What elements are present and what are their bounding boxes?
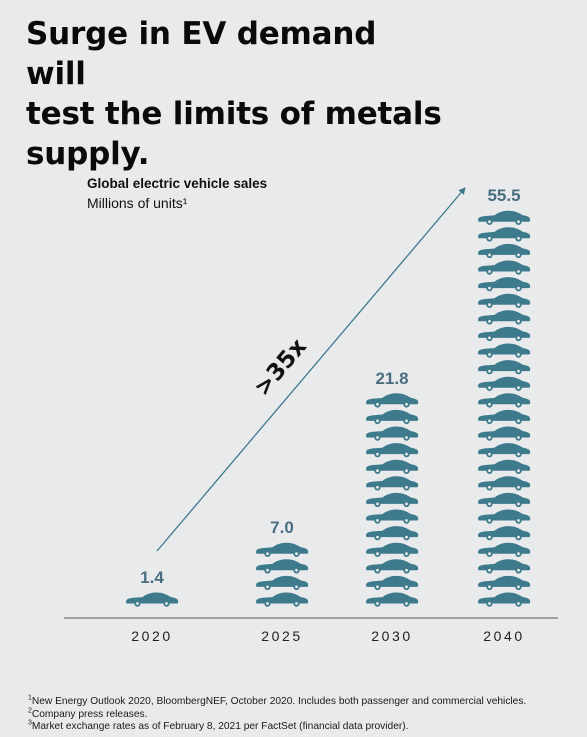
car-icon <box>366 443 419 458</box>
car-icon <box>478 459 531 474</box>
car-icon <box>478 293 531 308</box>
tick-label-2030: 2030 <box>371 628 413 644</box>
footnotes: 1New Energy Outlook 2020, BloombergNEF, … <box>28 694 527 734</box>
tick-label-2040: 2040 <box>483 628 525 644</box>
car-icon <box>478 542 531 557</box>
growth-annotation-label: >35x <box>249 334 312 401</box>
car-icon <box>366 526 419 541</box>
car-icon <box>366 592 419 607</box>
car-icon <box>256 592 309 607</box>
car-icon <box>478 260 531 275</box>
page-title-line-1: Surge in EV demand will <box>26 16 377 92</box>
car-icon <box>478 409 531 425</box>
chart-title: Global electric vehicle sales <box>87 176 268 191</box>
car-icon <box>478 443 531 458</box>
value-label-2020: 1.4 <box>140 568 164 587</box>
value-label-2025: 7.0 <box>270 518 294 537</box>
car-icon <box>478 476 531 491</box>
car-icon <box>366 393 419 408</box>
car-icon <box>478 509 531 524</box>
car-icon <box>478 376 531 391</box>
page-title-line-3: supply. <box>26 136 150 172</box>
car-icon <box>478 492 531 508</box>
page-title-line-2: test the limits of metals <box>26 96 442 132</box>
car-icon <box>256 542 309 557</box>
bar-2020 <box>126 592 179 607</box>
value-label-2040: 55.5 <box>487 186 520 205</box>
page-title: Surge in EV demand will test the limits … <box>26 14 446 174</box>
footnote-1: 1New Energy Outlook 2020, BloombergNEF, … <box>28 694 527 707</box>
value-label-2030: 21.8 <box>375 369 408 388</box>
tick-label-2025: 2025 <box>261 628 303 644</box>
car-icon <box>478 343 531 358</box>
car-icon <box>256 575 309 591</box>
car-icon <box>478 243 531 259</box>
car-icon <box>366 409 419 425</box>
car-icon <box>478 393 531 408</box>
car-icon <box>478 526 531 541</box>
footnote-3: 3Market exchange rates as of February 8,… <box>28 719 409 733</box>
car-icon <box>366 459 419 474</box>
car-icon <box>366 492 419 508</box>
car-icon <box>478 592 531 607</box>
car-icon <box>478 210 531 225</box>
car-icon <box>478 360 531 375</box>
car-icon <box>478 326 531 342</box>
car-icon <box>478 559 531 574</box>
car-icon <box>366 559 419 574</box>
car-icon <box>478 426 531 441</box>
footnote-2: 2Company press releases. <box>28 707 148 720</box>
car-icon <box>366 476 419 491</box>
bar-2025 <box>256 542 309 607</box>
bar-2040 <box>478 210 531 607</box>
car-icon <box>478 227 531 242</box>
chart-subtitle: Millions of units¹ <box>87 195 188 211</box>
car-icon <box>256 559 309 574</box>
car-icon <box>478 575 531 591</box>
car-icon <box>126 592 179 607</box>
growth-arrow <box>156 187 466 552</box>
car-icon <box>366 575 419 591</box>
car-icon <box>366 509 419 524</box>
tick-label-2020: 2020 <box>131 628 173 644</box>
car-icon <box>366 542 419 557</box>
car-icon <box>478 310 531 325</box>
car-icon <box>478 277 531 292</box>
bar-2030 <box>366 393 419 607</box>
car-icon <box>366 426 419 441</box>
